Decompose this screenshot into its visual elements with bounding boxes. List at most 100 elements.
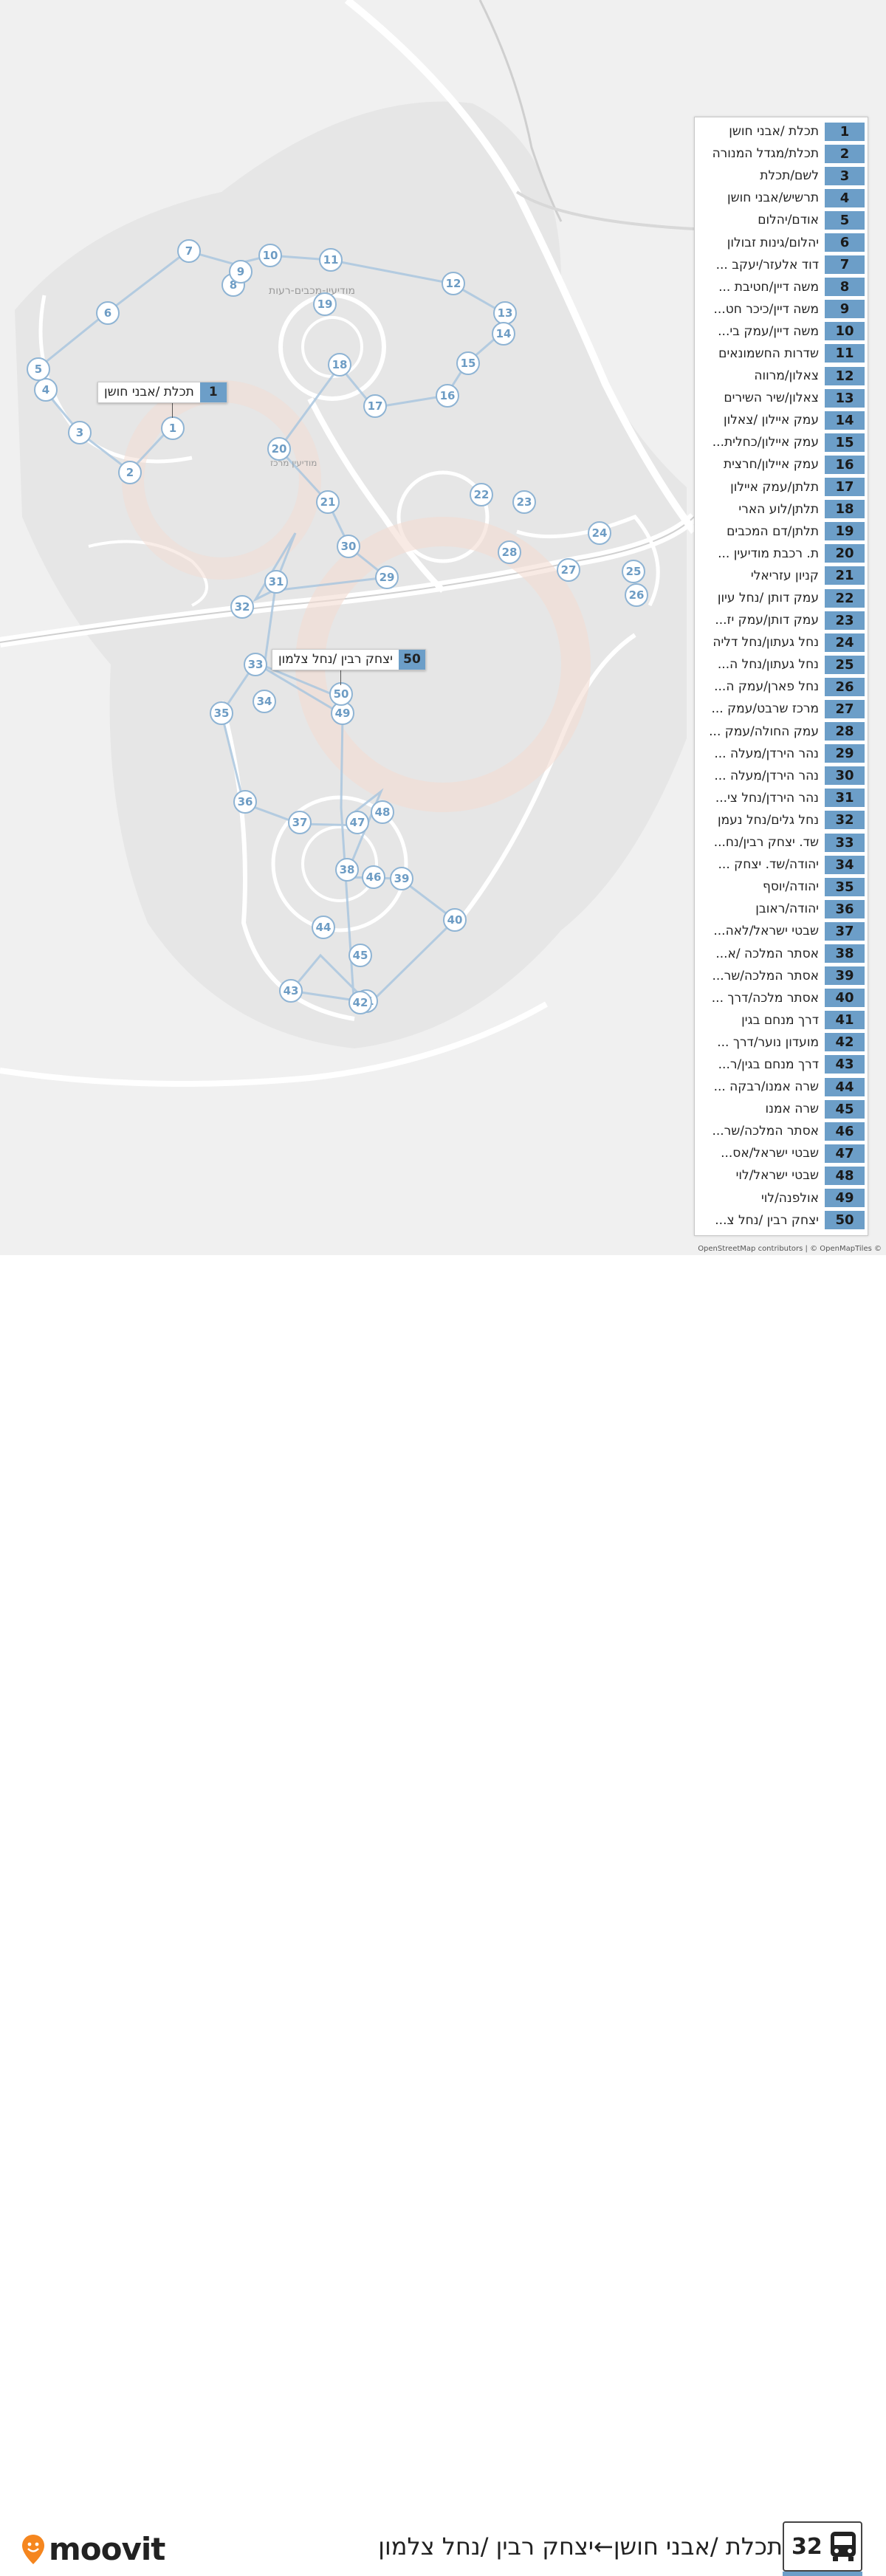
legend-item[interactable]: אסתר המלכה /א... 38 (695, 942, 868, 964)
stop-marker[interactable]: 32 (230, 595, 254, 619)
stop-marker[interactable]: 20 (267, 437, 291, 461)
legend-item[interactable]: שד. יצחק רבין/נח... 33 (695, 831, 868, 853)
stop-marker[interactable]: 5 (27, 357, 50, 381)
legend-item[interactable]: יצחק רבין /נחל צ... 50 (695, 1209, 868, 1232)
stop-marker[interactable]: 43 (279, 979, 303, 1003)
legend-item[interactable]: עמק איילון/חרצית 16 (695, 453, 868, 475)
legend-item[interactable]: תכלת /אבני חושן 1 (695, 120, 868, 142)
legend-item[interactable]: נהר הירדן/מעלה ... 30 (695, 765, 868, 787)
legend-item[interactable]: עמק איילון /צאלון 14 (695, 409, 868, 431)
legend-item[interactable]: דרך מנחם בגין/ר... 43 (695, 1054, 868, 1076)
legend-item[interactable]: נהר הירדן/מעלה ... 29 (695, 743, 868, 765)
route-badge[interactable]: 32 (783, 2521, 862, 2576)
legend-item[interactable]: מרכז שרבט/עמק ... 27 (695, 698, 868, 720)
stop-marker[interactable]: 7 (177, 239, 201, 263)
stop-marker[interactable]: 19 (313, 292, 337, 316)
stop-marker[interactable]: 34 (253, 690, 276, 713)
legend-item[interactable]: משה דיין/חטיבת ... 8 (695, 276, 868, 298)
stop-marker[interactable]: 36 (233, 790, 257, 814)
stop-marker[interactable]: 27 (557, 558, 580, 582)
stop-marker[interactable]: 48 (371, 800, 394, 824)
legend-item[interactable]: אסתר המלכה/שר... 39 (695, 965, 868, 987)
stop-marker[interactable]: 23 (512, 490, 536, 514)
legend-item[interactable]: שדרות החשמונאים 11 (695, 343, 868, 365)
legend-item[interactable]: תרשיש/אבני חושן 4 (695, 187, 868, 209)
stop-marker[interactable]: 45 (348, 944, 372, 967)
stop-marker[interactable]: 31 (264, 570, 288, 594)
stop-marker[interactable]: 42 (348, 991, 372, 1014)
stop-marker[interactable]: 47 (346, 811, 369, 834)
legend-item[interactable]: לשם/תכלת 3 (695, 165, 868, 187)
stop-marker[interactable]: 9 (229, 260, 253, 284)
legend-item[interactable]: צאלון/שיר השירים 13 (695, 387, 868, 409)
moovit-logo[interactable]: moovit (21, 2531, 165, 2567)
legend-item[interactable]: אסתר המלכה/שר... 46 (695, 1120, 868, 1142)
stop-marker[interactable]: 22 (470, 483, 493, 506)
stop-marker[interactable]: 33 (244, 653, 267, 676)
callout-first-stop[interactable]: תכלת /אבני חושן 1 (97, 382, 227, 403)
stop-marker[interactable]: 6 (96, 301, 120, 325)
legend-item[interactable]: משה דיין/כיכר חט... 9 (695, 298, 868, 320)
legend-item[interactable]: נחל געתון/נחל דליה 24 (695, 631, 868, 653)
legend-item[interactable]: שבטי ישראל/אס... 47 (695, 1142, 868, 1164)
legend-item[interactable]: מועדון נוער/דרך ... 42 (695, 1031, 868, 1054)
stop-marker[interactable]: 40 (443, 908, 467, 932)
stop-marker[interactable]: 21 (316, 490, 340, 514)
stop-marker[interactable]: 17 (363, 394, 387, 418)
legend-item[interactable]: יהודה/ראובן 36 (695, 898, 868, 920)
stop-marker[interactable]: 30 (337, 535, 360, 558)
stop-marker[interactable]: 1 (161, 416, 185, 440)
legend-item[interactable]: עמק איילון/כחלית... 15 (695, 431, 868, 453)
legend-item[interactable]: תלתן/דם המכבים 19 (695, 521, 868, 543)
legend-item[interactable]: עמק דותן /נחל עיון 22 (695, 587, 868, 609)
legend-item[interactable]: יהודה/יוסף 35 (695, 876, 868, 898)
stop-marker[interactable]: 28 (498, 540, 521, 564)
stop-marker[interactable]: 10 (258, 244, 282, 267)
legend-item[interactable]: אסתר מלכה/דרך ... 40 (695, 987, 868, 1009)
legend-item[interactable]: דרך מנחם בגין 41 (695, 1009, 868, 1031)
stop-marker[interactable]: 12 (442, 272, 465, 295)
stop-marker[interactable]: 35 (210, 701, 233, 725)
map-area[interactable]: מודיעין-מכבים-רעות מודיעין מרכז 1 2 3 4 … (0, 0, 886, 1255)
stop-marker[interactable]: 24 (588, 521, 611, 545)
legend-item[interactable]: נחל פארן/עמק ה... 26 (695, 676, 868, 698)
legend-item[interactable]: נחל גלים/נחל נעמן 32 (695, 809, 868, 831)
legend-item[interactable]: תלתן/עמק איילון 17 (695, 476, 868, 498)
stop-marker[interactable]: 26 (625, 583, 648, 607)
stop-marker[interactable]: 39 (390, 867, 413, 890)
stop-marker[interactable]: 18 (328, 353, 351, 377)
legend-item[interactable]: אולפנה/לוי 49 (695, 1187, 868, 1209)
stop-marker[interactable]: 4 (34, 378, 58, 402)
stop-marker[interactable]: 29 (375, 566, 399, 589)
stop-marker[interactable]: 16 (436, 384, 459, 408)
legend-item[interactable]: שרה אמנו 45 (695, 1098, 868, 1120)
stop-marker[interactable]: 50 (329, 682, 353, 706)
legend-item[interactable]: קניון עזריאלי 21 (695, 565, 868, 587)
legend-item[interactable]: צאלון/מרווה 12 (695, 365, 868, 387)
stop-marker[interactable]: 3 (68, 421, 92, 444)
stop-marker[interactable]: 25 (622, 560, 645, 583)
legend-item[interactable]: יהודה/שד. יצחק ... 34 (695, 853, 868, 876)
legend-item[interactable]: נהר הירדן/נחל צי... 31 (695, 787, 868, 809)
stop-marker[interactable]: 37 (288, 811, 312, 834)
stop-marker[interactable]: 14 (492, 322, 515, 346)
map-attribution[interactable]: OpenStreetMap contributors | © OpenMapTi… (698, 1245, 882, 1253)
legend-item[interactable]: עמק דותן/עמק יז... 23 (695, 609, 868, 631)
stop-marker[interactable]: 11 (319, 248, 343, 272)
stop-marker[interactable]: 38 (335, 858, 359, 882)
legend-item[interactable]: אודם/יהלום 5 (695, 209, 868, 231)
legend-item[interactable]: משה דיין/עמק בי... 10 (695, 320, 868, 343)
legend-item[interactable]: תלתן/לוע הארי 18 (695, 498, 868, 521)
legend-item[interactable]: תכלת/מגדל המנורה 2 (695, 142, 868, 165)
legend-item[interactable]: ת. רכבת מודיעין ... 20 (695, 543, 868, 565)
legend-item[interactable]: שרה אמנו/רבקה ... 44 (695, 1076, 868, 1098)
stop-marker[interactable]: 15 (456, 351, 480, 375)
stop-marker[interactable]: 44 (312, 916, 335, 939)
legend-item[interactable]: דוד אלעזר/יעקב ... 7 (695, 254, 868, 276)
legend-item[interactable]: יהלום/גינות זבולון 6 (695, 231, 868, 253)
legend-item[interactable]: נחל געתון/נחל ה... 25 (695, 653, 868, 676)
stop-marker[interactable]: 46 (362, 865, 385, 889)
legend-item[interactable]: שבטי ישראל/לאה... 37 (695, 920, 868, 942)
stop-marker[interactable]: 2 (118, 461, 142, 484)
legend-item[interactable]: עמק החולה/עמק ... 28 (695, 721, 868, 743)
